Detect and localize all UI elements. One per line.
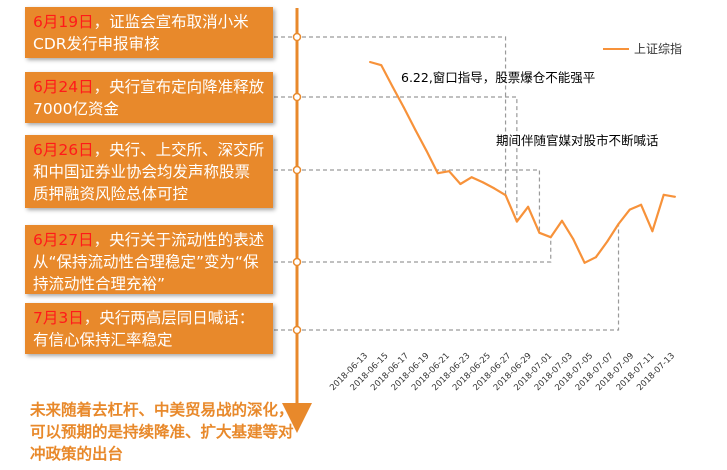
data-point [640,203,643,206]
timeline-node [292,32,302,42]
data-point [617,223,620,225]
data-point [436,172,439,175]
event-text: ，央行、上交所、深交所和中国证券业协会均发声称股票质押融资风险总体可控 [33,141,265,203]
timeline-node [292,257,302,267]
legend-swatch [603,47,629,50]
data-point [504,194,507,197]
data-point [651,230,654,233]
event-text: ，央行宣布定向降准释放7000亿资金 [33,78,265,118]
chart-legend: 上证综指 [603,40,682,57]
event-box-0626: 6月26日，央行、上交所、深交所和中国证券业协会均发声称股票质押融资风险总体可控 [25,135,273,208]
event-box-0703: 7月3日，央行两高层同日喊话：有信心保持汇率稳定 [25,303,273,354]
conclusion-text: 未来随着去杠杆、中美贸易战的深化，可以预期的是持续降准、扩大基建等对冲政策的出台 [30,401,294,463]
guide-line [274,224,620,331]
event-date: 6月24日 [33,78,94,96]
event-text: ，央行关于流动性的表述从“保持流动性合理稳定”变为“保持流动性合理充裕” [33,231,265,293]
event-box-0619: 6月19日，证监会宣布取消小米CDR发行申报审核 [25,7,273,58]
data-point [515,220,518,223]
data-point [448,170,451,173]
data-point [606,240,609,243]
event-text: ，央行两高层同日喊话：有信心保持汇率稳定 [33,309,255,349]
series-line-shanghai-composite [369,60,676,264]
legend-label: 上证综指 [634,42,683,56]
event-date: 6月27日 [33,231,94,249]
data-point [549,236,552,239]
event-date: 7月3日 [33,309,84,327]
guide-line [274,96,518,222]
data-point [369,61,371,63]
guide-line [274,36,507,196]
data-point [594,256,597,259]
event-date: 6月26日 [33,141,94,159]
data-point [628,208,631,211]
guide-line [274,237,552,263]
data-point [380,64,383,67]
event-box-0624: 6月24日，央行宣布定向降准释放7000亿资金 [25,72,273,123]
data-point [391,85,394,88]
data-point [583,261,586,264]
event-date: 6月19日 [33,13,94,31]
data-point [414,128,417,131]
data-point [527,205,530,208]
annotation-window-guidance: 6.22,窗口指导，股票爆仓不能强平 [401,70,596,85]
data-point [425,149,428,152]
annotation-media-calls: 期间伴随官媒对股市不断喊话 [496,133,659,148]
data-point [662,193,665,196]
guide-line [274,169,541,233]
timeline-node [292,325,302,335]
timeline-node [292,165,302,175]
timeline-node [292,92,302,102]
event-box-0627: 6月27日，央行关于流动性的表述从“保持流动性合理稳定”变为“保持流动性合理充裕… [25,225,273,294]
data-point [459,183,462,185]
data-point [470,176,473,179]
data-point [538,231,541,234]
data-point [481,181,484,184]
event-text: ，证监会宣布取消小米CDR发行申报审核 [33,13,249,53]
data-point [674,195,676,198]
data-point [402,106,405,109]
data-point [561,219,564,222]
data-point [493,187,496,190]
data-point [572,238,575,241]
